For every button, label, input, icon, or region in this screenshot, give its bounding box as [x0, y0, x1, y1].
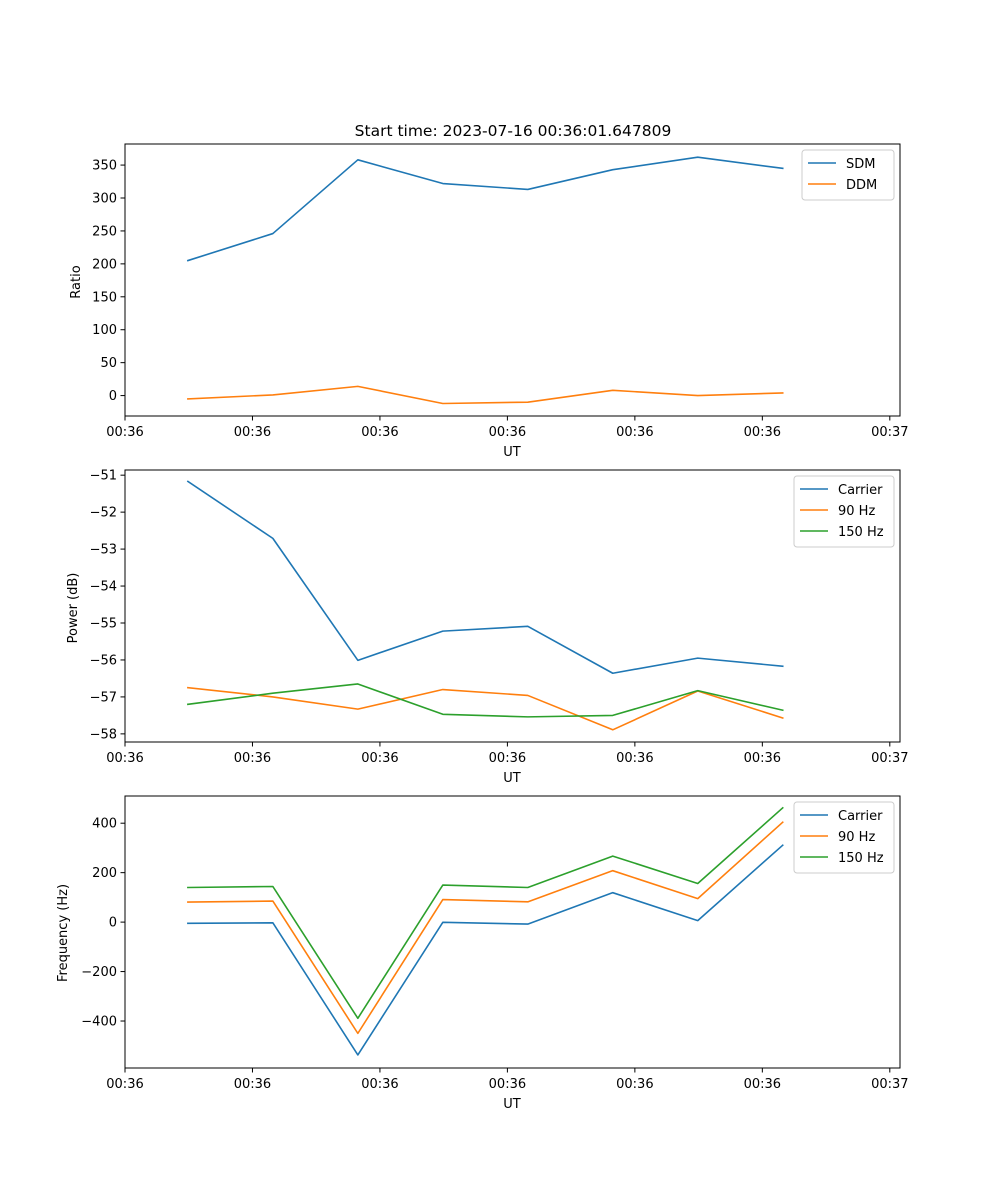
frequency-x-tick-label: 00:36	[106, 1077, 143, 1092]
ratio-plot-area: 00:36 00:36 00:36 00:36 00:36 00:36 00:37 0 50 10…	[92, 143, 909, 440]
power-legend-label-90-hz: 90 Hz	[838, 504, 875, 519]
frequency-y-tick-label: 200	[92, 866, 117, 881]
power-x-tick-label: 00:36	[744, 751, 781, 766]
ratio-axes-frame	[124, 143, 901, 417]
ratio-series-line-ddm	[187, 385, 784, 405]
power-legend-label-carrier: Carrier	[838, 483, 883, 498]
power-y-axis-label: Power (dB)	[66, 573, 81, 644]
ratio-y-tick-label: 0	[109, 389, 117, 404]
ratio-y-tick-label: 50	[100, 356, 117, 371]
power-y-tick-label: −55	[90, 617, 117, 632]
frequency-x-tick-label: 00:36	[744, 1077, 781, 1092]
ratio-x-tick-label: 00:37	[871, 425, 908, 440]
ratio-x-tick-label: 00:36	[616, 425, 653, 440]
frequency-series-line-150-hz	[187, 806, 784, 1020]
power-y-tick-label: −58	[90, 727, 117, 742]
chart-title: Start time: 2023-07-16 00:36:01.647809	[355, 122, 672, 140]
frequency-x-tick-label: 00:36	[616, 1077, 653, 1092]
frequency-series-line-carrier	[187, 844, 784, 1056]
frequency-series-line-90-hz	[187, 821, 784, 1035]
frequency-y-tick-label: −200	[81, 965, 117, 980]
power-x-axis-label: UT	[503, 771, 521, 786]
ratio-x-tick-label: 00:36	[234, 425, 271, 440]
frequency-y-tick-label: 400	[92, 817, 117, 832]
frequency-x-tick-label: 00:37	[871, 1077, 908, 1092]
power-y-tick-label: −56	[90, 653, 117, 668]
frequency-panel: 00:36 00:36 00:36 00:36 00:36 00:36 00:37 −400 −…	[56, 795, 909, 1112]
frequency-x-tick-label: 00:36	[234, 1077, 271, 1092]
power-series-line-150-hz	[186, 683, 784, 718]
power-x-tick-label: 00:36	[616, 751, 653, 766]
ratio-y-tick-label: 200	[92, 257, 117, 272]
ratio-y-tick-label: 350	[92, 159, 117, 174]
power-axes-frame	[124, 469, 901, 743]
power-series-line-90-hz	[186, 686, 784, 731]
ratio-panel: Start time: 2023-07-16 00:36:01.647809 0…	[69, 122, 909, 460]
power-plot-area: 00:36 00:36 00:36 00:36 00:36 00:36 00:37 −58 −5…	[90, 469, 909, 766]
ratio-y-tick-label: 100	[92, 323, 117, 338]
power-y-tick-label: −57	[90, 690, 117, 705]
power-legend: Carrier 90 Hz 150 Hz	[793, 475, 895, 548]
power-y-tick-label: −52	[90, 506, 117, 521]
ratio-x-tick-label: 00:36	[489, 425, 526, 440]
frequency-plot-area: 00:36 00:36 00:36 00:36 00:36 00:36 00:37 −400 −…	[81, 795, 909, 1092]
ratio-y-tick-label: 150	[92, 290, 117, 305]
power-x-tick-label: 00:36	[361, 751, 398, 766]
frequency-legend-label-carrier: Carrier	[838, 809, 883, 824]
frequency-y-axis-label: Frequency (Hz)	[56, 884, 71, 982]
frequency-x-tick-label: 00:36	[361, 1077, 398, 1092]
power-x-tick-label: 00:36	[489, 751, 526, 766]
ratio-x-tick-label: 00:36	[744, 425, 781, 440]
power-legend-label-150-hz: 150 Hz	[838, 525, 884, 540]
ratio-legend: SDM DDM	[801, 149, 895, 201]
ratio-x-tick-label: 00:36	[361, 425, 398, 440]
ratio-y-axis-label: Ratio	[69, 265, 84, 298]
frequency-y-tick-label: 0	[109, 916, 117, 931]
ratio-y-tick-label: 250	[92, 224, 117, 239]
power-y-tick-label: −54	[90, 580, 117, 595]
frequency-legend-label-150-hz: 150 Hz	[838, 851, 884, 866]
power-y-tick-label: −53	[90, 543, 117, 558]
frequency-legend: Carrier 90 Hz 150 Hz	[793, 801, 895, 874]
frequency-axes-frame	[124, 795, 901, 1069]
ratio-series-line-sdm	[186, 156, 784, 262]
frequency-legend-box	[793, 801, 895, 874]
power-panel: 00:36 00:36 00:36 00:36 00:36 00:36 00:37 −58 −5…	[66, 469, 909, 786]
power-series-line-carrier	[186, 480, 784, 675]
ratio-x-tick-label: 00:36	[106, 425, 143, 440]
frequency-x-axis-label: UT	[503, 1097, 521, 1112]
power-y-tick-label: −51	[90, 469, 117, 484]
ratio-y-tick-label: 300	[92, 192, 117, 207]
frequency-y-tick-label: −400	[81, 1015, 117, 1030]
power-legend-box	[793, 475, 895, 548]
frequency-x-tick-label: 00:36	[489, 1077, 526, 1092]
ratio-legend-label-ddm: DDM	[846, 178, 877, 193]
power-x-tick-label: 00:36	[106, 751, 143, 766]
ratio-legend-label-sdm: SDM	[846, 157, 875, 172]
power-x-tick-label: 00:36	[234, 751, 271, 766]
ratio-x-axis-label: UT	[503, 445, 521, 460]
power-x-tick-label: 00:37	[871, 751, 908, 766]
frequency-legend-label-90-hz: 90 Hz	[838, 830, 875, 845]
